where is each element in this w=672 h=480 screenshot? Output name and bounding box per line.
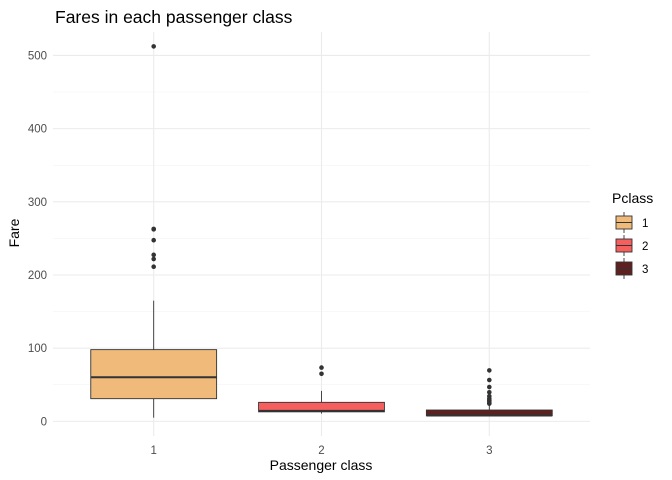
box-class-2 (258, 365, 385, 414)
legend-label: 1 (642, 218, 648, 230)
outlier-point (487, 368, 492, 373)
legend-label: 2 (642, 241, 648, 253)
box-iqr (90, 349, 218, 400)
outlier-point (151, 264, 156, 270)
y-tick-label: 400 (28, 124, 47, 136)
y-axis-title: Fare (6, 218, 22, 247)
outlier-point (151, 252, 156, 258)
y-tick-label: 0 (41, 416, 47, 428)
y-tick-label: 300 (28, 197, 47, 209)
outlier-point (151, 256, 156, 262)
legend-label: 3 (642, 264, 648, 276)
x-axis-ticks: 1 2 3 (150, 445, 492, 457)
x-tick-label: 1 (150, 445, 156, 457)
outlier-point (487, 377, 492, 383)
outlier-point (487, 393, 492, 399)
legend-key-3: 3 (615, 258, 648, 279)
outlier-point (487, 384, 492, 390)
outlier-point (151, 226, 156, 232)
y-tick-label: 200 (28, 270, 47, 282)
box-class-3 (425, 368, 553, 417)
x-axis-title: Passenger class (270, 457, 373, 473)
legend: Pclass 1 2 3 (612, 190, 653, 279)
legend-title: Pclass (612, 190, 653, 206)
outlier-point (319, 371, 324, 377)
outlier-point (487, 390, 492, 395)
outlier-point (151, 237, 156, 243)
legend-key-1: 1 (615, 212, 648, 233)
x-tick-label: 3 (486, 445, 492, 457)
outlier-point (319, 365, 324, 370)
y-tick-label: 100 (28, 343, 47, 355)
x-tick-label: 2 (318, 445, 324, 457)
y-axis-ticks: 0 100 200 300 400 500 (28, 50, 47, 428)
legend-key-2: 2 (615, 235, 648, 256)
outlier-point (151, 44, 156, 49)
y-tick-label: 500 (28, 50, 47, 62)
box-class-1 (90, 44, 218, 418)
boxes (90, 44, 553, 418)
chart-title: Fares in each passenger class (55, 7, 293, 27)
